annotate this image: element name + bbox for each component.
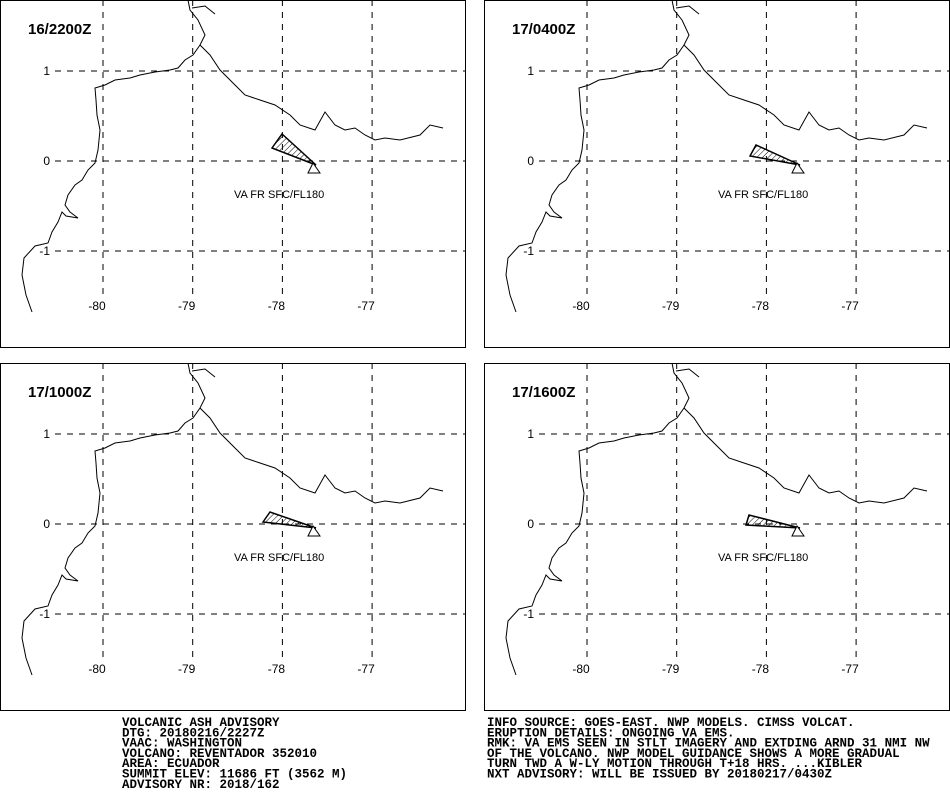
coastline bbox=[505, 362, 928, 676]
ash-cloud bbox=[748, 144, 801, 166]
advisory-line: VOLCANIC ASH ADVISORY bbox=[122, 716, 280, 730]
panel-frame bbox=[0, 363, 466, 711]
lon-tick-label: -78 bbox=[268, 662, 286, 676]
lon-tick-label: -79 bbox=[662, 662, 680, 676]
advisory-line: ADVISORY NR: 2018/162 bbox=[122, 778, 280, 792]
lat-tick-label: 1 bbox=[43, 427, 50, 441]
lat-tick-label: -1 bbox=[39, 607, 50, 621]
lon-tick-label: -78 bbox=[752, 662, 770, 676]
ash-label: VA FR SFC/FL180 bbox=[718, 189, 808, 201]
coastline bbox=[505, 0, 928, 313]
lon-tick-label: -79 bbox=[662, 299, 680, 313]
lat-tick-label: 0 bbox=[43, 517, 50, 531]
ash-cloud bbox=[745, 514, 801, 529]
advisory-line: VAAC: WASHINGTON bbox=[122, 737, 242, 751]
map-panel: -80 -79 -78 -77 1 0 -1 17/0400Z VA FR SFC/FL180 bbox=[484, 0, 950, 348]
advisory-line: OF THE VOLCANO. NWP MODEL GUIDANCE SHOWS… bbox=[487, 747, 900, 761]
lat-tick-label: 0 bbox=[527, 517, 534, 531]
lat-tick-label: -1 bbox=[523, 244, 534, 258]
lon-tick-label: -80 bbox=[88, 662, 106, 676]
panel-frame bbox=[484, 363, 950, 711]
ash-cloud bbox=[261, 511, 317, 529]
ash-cloud bbox=[270, 132, 317, 166]
panel-time: 17/1000Z bbox=[28, 384, 91, 401]
map-panel: -80 -79 -78 -77 1 0 -1 17/1600Z VA FR SFC/FL180 bbox=[484, 362, 950, 711]
lat-tick-label: -1 bbox=[39, 244, 50, 258]
lon-tick-label: -77 bbox=[357, 299, 375, 313]
ash-label: VA FR SFC/FL180 bbox=[234, 552, 324, 564]
lat-tick-label: 1 bbox=[527, 64, 534, 78]
lon-tick-label: -77 bbox=[841, 299, 859, 313]
panel-time: 16/2200Z bbox=[28, 21, 91, 38]
lon-tick-label: -80 bbox=[572, 299, 590, 313]
lat-tick-label: 0 bbox=[43, 154, 50, 168]
lon-tick-label: -78 bbox=[268, 299, 286, 313]
advisory-line: ERUPTION DETAILS: ONGOING VA EMS. bbox=[487, 726, 735, 740]
lat-tick-label: 0 bbox=[527, 154, 534, 168]
lat-tick-label: 1 bbox=[527, 427, 534, 441]
advisory-line: AREA: ECUADOR bbox=[122, 757, 220, 771]
lon-tick-label: -77 bbox=[841, 662, 859, 676]
advisory-line: NXT ADVISORY: WILL BE ISSUED BY 20180217… bbox=[487, 768, 832, 782]
coastline bbox=[21, 362, 444, 676]
lat-tick-label: 1 bbox=[43, 64, 50, 78]
lon-tick-label: -77 bbox=[357, 662, 375, 676]
lon-tick-label: -79 bbox=[178, 299, 196, 313]
advisory-line: VOLCANO: REVENTADOR 352010 bbox=[122, 747, 317, 761]
advisory-line: TURN TWD A W-LY MOTION THROUGH T+18 HRS.… bbox=[487, 757, 863, 771]
panel-time: 17/1600Z bbox=[512, 384, 575, 401]
lon-tick-label: -80 bbox=[88, 299, 106, 313]
lon-tick-label: -78 bbox=[752, 299, 770, 313]
ash-label: VA FR SFC/FL180 bbox=[234, 189, 324, 201]
lat-tick-label: -1 bbox=[523, 607, 534, 621]
panel-frame bbox=[484, 0, 950, 348]
advisory-line: SUMMIT ELEV: 11686 FT (3562 M) bbox=[122, 768, 347, 782]
lon-tick-label: -79 bbox=[178, 662, 196, 676]
panel-time: 17/0400Z bbox=[512, 21, 575, 38]
coastline bbox=[21, 0, 444, 313]
panel-frame bbox=[0, 0, 466, 348]
lon-tick-label: -80 bbox=[572, 662, 590, 676]
advisory-line: RMK: VA EMS SEEN IN STLT IMAGERY AND EXT… bbox=[487, 737, 930, 751]
volcano-marker bbox=[307, 162, 321, 174]
advisory-line: DTG: 20180216/2227Z bbox=[122, 726, 265, 740]
map-panel: -80 -79 -78 -77 1 0 -1 16/2200Z VA FR SFC/FL180 bbox=[0, 0, 466, 348]
advisory-line: INFO SOURCE: GOES-EAST. NWP MODELS. CIMS… bbox=[487, 716, 855, 730]
ash-label: VA FR SFC/FL180 bbox=[718, 552, 808, 564]
map-panel: -80 -79 -78 -77 1 0 -1 17/1000Z VA FR SFC/FL180 bbox=[0, 362, 466, 711]
